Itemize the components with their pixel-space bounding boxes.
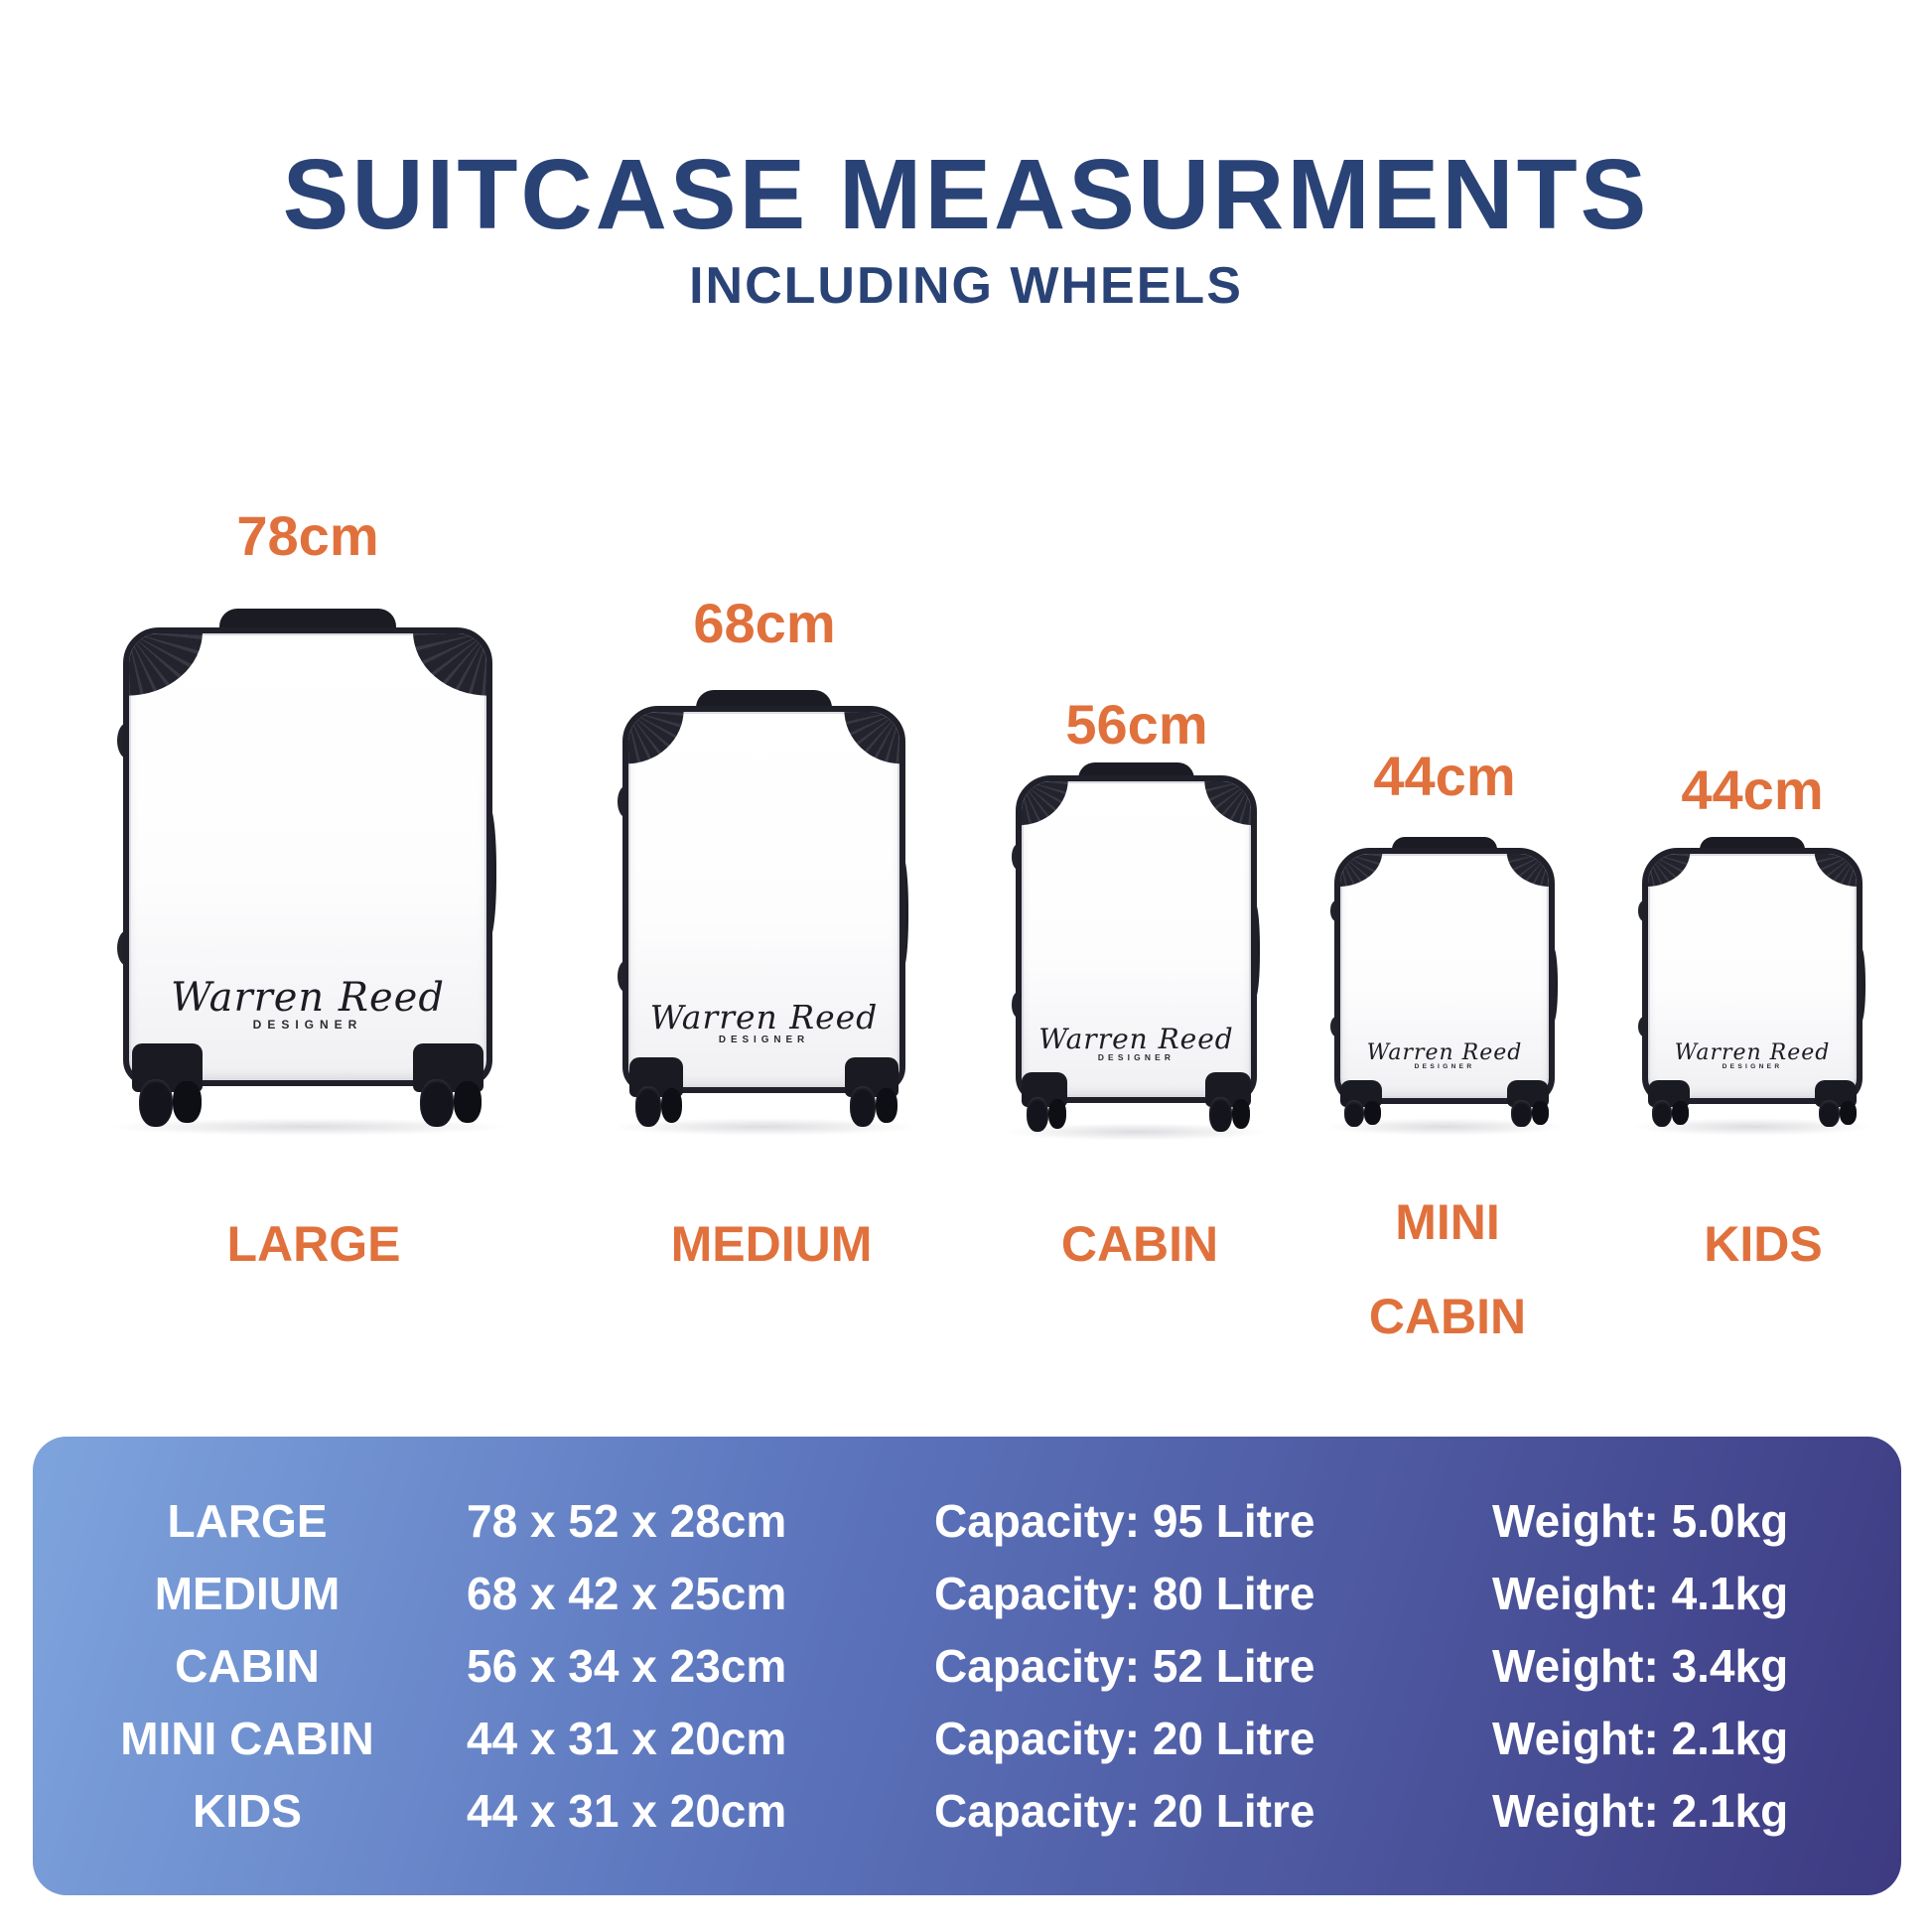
ground-shadow bbox=[104, 1118, 511, 1136]
wheel-icon bbox=[1339, 1080, 1382, 1127]
category-label-large: LARGE bbox=[226, 1216, 401, 1272]
category-label-medium: MEDIUM bbox=[670, 1216, 873, 1272]
spec-weight: Weight: 3.4kg bbox=[1492, 1640, 1789, 1692]
ground-shadow bbox=[1003, 1123, 1270, 1141]
height-label-medium: 68cm bbox=[693, 592, 836, 654]
spec-weight: Weight: 5.0kg bbox=[1492, 1495, 1789, 1547]
brand-logo-script: Warren Reed bbox=[171, 975, 445, 1022]
spec-row-mini-cabin: MINI CABIN 44 x 31 x 20cm Capacity: 20 L… bbox=[33, 1716, 1901, 1761]
spec-capacity: Capacity: 20 Litre bbox=[934, 1785, 1315, 1837]
spec-dimensions: 56 x 34 x 23cm bbox=[467, 1640, 787, 1692]
spec-capacity: Capacity: 80 Litre bbox=[934, 1568, 1315, 1619]
brand-logo-subtext: DESIGNER bbox=[252, 1018, 363, 1033]
spec-name: MINI CABIN bbox=[120, 1713, 374, 1764]
brand-logo-subtext: DESIGNER bbox=[1097, 1052, 1175, 1063]
wheel-icon bbox=[1647, 1080, 1690, 1127]
spec-table: LARGE 78 x 52 x 28cm Capacity: 95 Litre … bbox=[33, 1437, 1901, 1895]
spec-capacity: Capacity: 52 Litre bbox=[934, 1640, 1315, 1692]
corner-guard-icon bbox=[1022, 781, 1068, 826]
page-subtitle: INCLUDING WHEELS bbox=[689, 257, 1243, 315]
spec-table-rows: LARGE 78 x 52 x 28cm Capacity: 95 Litre … bbox=[33, 1498, 1901, 1834]
category-label-mini-cabin: MINI CABIN bbox=[1368, 1194, 1527, 1344]
brand-logo-subtext: DESIGNER bbox=[1414, 1063, 1475, 1071]
brand-logo-script: Warren Reed bbox=[649, 998, 879, 1037]
brand-logo: Warren Reed DESIGNER bbox=[1340, 1041, 1549, 1071]
corner-guard-icon bbox=[129, 632, 204, 696]
spec-dimensions: 68 x 42 x 25cm bbox=[467, 1568, 787, 1619]
suitcase-body: Warren Reed DESIGNER bbox=[1016, 775, 1257, 1103]
height-label-mini-cabin: 44cm bbox=[1373, 745, 1516, 807]
height-label-large: 78cm bbox=[236, 504, 379, 567]
spec-name: MEDIUM bbox=[154, 1568, 341, 1619]
suitcase-mini-cabin-image: Warren Reed DESIGNER bbox=[1322, 837, 1567, 1136]
corner-guard-icon bbox=[1340, 853, 1383, 888]
spec-weight: Weight: 2.1kg bbox=[1492, 1713, 1789, 1764]
page-title: SUITCASE MEASURMENTS bbox=[282, 139, 1650, 250]
spec-dimensions: 44 x 31 x 20cm bbox=[467, 1713, 787, 1764]
spec-weight: Weight: 2.1kg bbox=[1492, 1785, 1789, 1837]
corner-guard-icon bbox=[1506, 853, 1549, 888]
corner-guard-icon bbox=[1814, 853, 1857, 888]
brand-logo-script: Warren Reed bbox=[1366, 1040, 1523, 1066]
ground-shadow bbox=[1630, 1118, 1874, 1136]
spec-weight: Weight: 4.1kg bbox=[1492, 1568, 1789, 1619]
wheel-icon bbox=[1022, 1072, 1068, 1132]
spec-name: CABIN bbox=[175, 1640, 320, 1692]
spec-row-cabin: CABIN 56 x 34 x 23cm Capacity: 52 Litre … bbox=[33, 1643, 1901, 1689]
spec-capacity: Capacity: 20 Litre bbox=[934, 1713, 1315, 1764]
suitcase-body: Warren Reed DESIGNER bbox=[123, 626, 492, 1087]
spec-dimensions: 44 x 31 x 20cm bbox=[467, 1785, 787, 1837]
ground-shadow bbox=[1322, 1118, 1567, 1136]
wheel-icon bbox=[844, 1056, 898, 1127]
spec-name: LARGE bbox=[167, 1495, 328, 1547]
wheel-icon bbox=[132, 1043, 203, 1127]
wheel-icon bbox=[1204, 1072, 1251, 1132]
ground-shadow bbox=[608, 1118, 920, 1136]
suitcase-large-image: Warren Reed DESIGNER bbox=[104, 609, 511, 1136]
spec-row-medium: MEDIUM 68 x 42 x 25cm Capacity: 80 Litre… bbox=[33, 1571, 1901, 1616]
suitcase-body: Warren Reed DESIGNER bbox=[1642, 847, 1863, 1105]
category-label-cabin: CABIN bbox=[1060, 1216, 1219, 1272]
wheel-icon bbox=[629, 1056, 684, 1127]
spec-capacity: Capacity: 95 Litre bbox=[934, 1495, 1315, 1547]
wheel-icon bbox=[413, 1043, 483, 1127]
spec-name: KIDS bbox=[193, 1785, 302, 1837]
suitcase-body: Warren Reed DESIGNER bbox=[1334, 847, 1555, 1105]
brand-logo-script: Warren Reed bbox=[1674, 1040, 1831, 1066]
wheel-icon bbox=[1507, 1080, 1550, 1127]
brand-logo-subtext: DESIGNER bbox=[718, 1034, 810, 1045]
corner-guard-icon bbox=[1648, 853, 1691, 888]
height-label-kids: 44cm bbox=[1681, 759, 1824, 821]
corner-guard-icon bbox=[412, 632, 486, 696]
spec-dimensions: 78 x 52 x 28cm bbox=[467, 1495, 787, 1547]
brand-logo: Warren Reed DESIGNER bbox=[628, 998, 899, 1045]
brand-logo: Warren Reed DESIGNER bbox=[1648, 1041, 1857, 1071]
spec-row-large: LARGE 78 x 52 x 28cm Capacity: 95 Litre … bbox=[33, 1498, 1901, 1544]
suitcase-medium-image: Warren Reed DESIGNER bbox=[608, 690, 920, 1136]
corner-guard-icon bbox=[844, 711, 899, 764]
corner-guard-icon bbox=[628, 711, 684, 764]
brand-logo: Warren Reed DESIGNER bbox=[1022, 1022, 1251, 1063]
category-label-kids: KIDS bbox=[1704, 1216, 1823, 1272]
suitcase-body: Warren Reed DESIGNER bbox=[622, 705, 905, 1093]
corner-guard-icon bbox=[1204, 781, 1251, 826]
brand-logo: Warren Reed DESIGNER bbox=[129, 977, 486, 1032]
suitcase-cabin-image: Warren Reed DESIGNER bbox=[1003, 762, 1270, 1141]
suitcase-kids-image: Warren Reed DESIGNER bbox=[1630, 837, 1874, 1136]
brand-logo-script: Warren Reed bbox=[1038, 1022, 1234, 1055]
wheel-icon bbox=[1815, 1080, 1858, 1127]
spec-row-kids: KIDS 44 x 31 x 20cm Capacity: 20 Litre W… bbox=[33, 1788, 1901, 1834]
height-label-cabin: 56cm bbox=[1065, 693, 1208, 756]
brand-logo-subtext: DESIGNER bbox=[1722, 1063, 1783, 1071]
